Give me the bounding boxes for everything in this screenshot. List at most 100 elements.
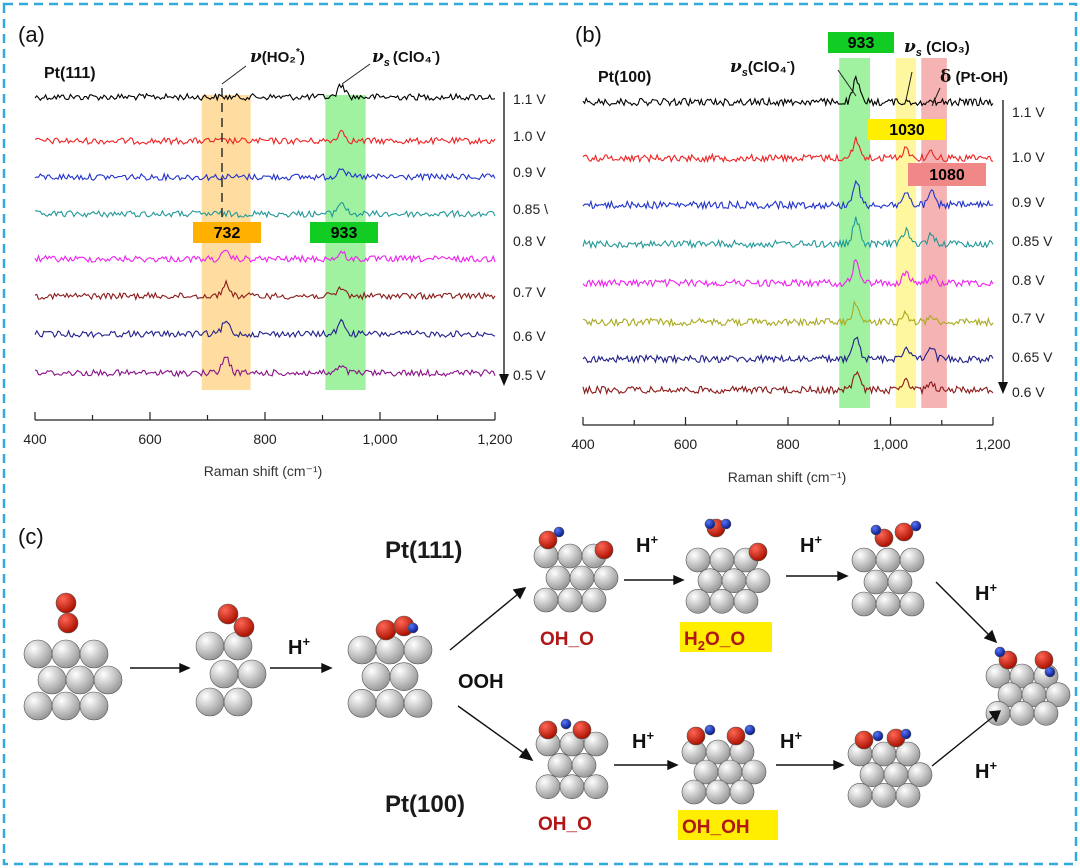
panel-b-badge-933: 933 <box>848 35 875 52</box>
panel-b-voltage-label: 0.85 V <box>1012 233 1053 249</box>
pt-atom <box>79 691 109 721</box>
arrow-to-pt100 <box>457 705 526 755</box>
pt-atom <box>709 547 735 573</box>
pt-atom <box>347 689 377 718</box>
panel-b-trace-0p65V <box>582 336 994 365</box>
species-bottom-oh-oh-highlight <box>678 810 778 840</box>
oxygen-atom <box>55 592 77 614</box>
arrow-bottom-1-head <box>667 759 679 771</box>
panel-a-trace-0p8V <box>34 249 496 264</box>
pt-atom <box>851 591 877 617</box>
panel-a-voltage-label: 0.85 \ <box>513 201 548 217</box>
panel-a-voltage-label: 0.5 V <box>513 367 546 383</box>
oxygen-atom <box>894 522 914 542</box>
panel-a-voltage-label: 0.8 V <box>513 233 546 249</box>
panel-a-x-axis-label: Raman shift (cm⁻¹) <box>204 463 323 479</box>
pt-atom <box>581 587 607 613</box>
panel-b-tick-label-400: 400 <box>571 436 595 452</box>
panel-b-voltage-label: 0.8 V <box>1012 272 1045 288</box>
panel-b-voltage-label: 1.1 V <box>1012 104 1045 120</box>
panel-b-trace-0p6V <box>582 370 994 396</box>
hplus-top-2: H+ <box>800 532 822 557</box>
panel-a-ho2-annotation: ν(HO₂*) <box>250 47 305 67</box>
panel-b-label: (b) <box>575 22 602 47</box>
panel-a-trace-0p6V <box>34 318 496 339</box>
panel-b-trace-0p9V <box>582 179 994 211</box>
panel-a-tick-label-400: 400 <box>23 431 47 447</box>
arrow-step2-head <box>321 662 333 674</box>
panel-a-tick-label-800: 800 <box>253 431 277 447</box>
panel-a-traces <box>34 83 496 378</box>
panel-b-clo3-annotation: νs (ClO₃) <box>904 37 970 59</box>
panel-a-tick-label-1200: 1,200 <box>477 431 512 447</box>
panel-c: (c) Pt(111) Pt(100) OOH <box>18 518 1071 840</box>
oxygen-atom <box>594 540 614 560</box>
pt-atom <box>745 568 771 593</box>
pt-atom <box>557 543 583 569</box>
pt-atom <box>195 687 225 717</box>
panel-b-trace-1p0V <box>582 136 994 164</box>
hydrogen-atom <box>720 518 732 530</box>
hplus-top-3: H+ <box>975 580 997 605</box>
hplus-top-1: H+ <box>636 532 658 557</box>
pt-atom <box>545 565 571 591</box>
panel-a-trace-0p7V <box>34 279 496 301</box>
pt-atom <box>907 762 933 787</box>
pt-atom <box>37 665 67 695</box>
pt-atom <box>899 547 925 573</box>
pt-atom <box>557 587 583 613</box>
arrow-bottom-2-head <box>833 759 845 771</box>
species-top-oh-o: OH_O <box>540 629 594 650</box>
panel-b-trace-0p7V <box>582 299 994 328</box>
arrow-to-pt100-head <box>518 747 534 762</box>
hplus-bottom-3: H+ <box>975 758 997 783</box>
hydrogen-atom <box>560 718 572 730</box>
oxygen-atom <box>726 726 746 746</box>
pt-atom <box>389 662 419 691</box>
panel-c-label: (c) <box>18 524 44 549</box>
hydrogen-atom <box>872 730 884 742</box>
panel-b-traces <box>582 74 994 396</box>
hydrogen-atom <box>900 728 912 740</box>
pt-atom <box>697 568 723 593</box>
oxygen-atom <box>538 530 558 550</box>
pt-atom <box>23 639 53 669</box>
arrow-bottom-3 <box>931 715 995 767</box>
panel-b-ptoh-leader <box>931 87 941 107</box>
panel-a-badge-933: 933 <box>331 225 358 242</box>
arrow-top-3 <box>935 581 991 637</box>
panel-a-trace-0p9V <box>34 168 496 182</box>
pt-atom <box>583 774 609 799</box>
pt-atom <box>1045 682 1071 707</box>
pt-atom <box>547 753 573 778</box>
panel-b-badge-1080: 1080 <box>929 167 965 184</box>
panel-b-band-933 <box>839 58 870 408</box>
panel-a-label: (a) <box>18 22 45 47</box>
panel-b-badge-1080-bg <box>908 163 986 186</box>
hydrogen-atom <box>994 646 1006 658</box>
panel-b-band-1080 <box>921 58 947 408</box>
panel-a-trace-1p1V <box>34 83 496 102</box>
pt-atom <box>375 689 405 718</box>
pt-atom <box>729 779 755 805</box>
pt-atom <box>347 635 377 665</box>
pt-atom <box>559 774 585 799</box>
panel-a-badge-732: 732 <box>214 225 241 242</box>
scheme-pt100-label: Pt(100) <box>385 791 465 818</box>
pt-atom <box>875 591 901 617</box>
panel-b-badge-933-bg <box>828 32 894 53</box>
hplus-bottom-1: H+ <box>632 728 654 753</box>
panel-b-trace-0p8V <box>582 259 994 289</box>
pt-atom <box>895 741 921 767</box>
oxygen-atom <box>57 612 79 634</box>
oxygen-atom <box>375 619 397 641</box>
panel-b-tick-label-600: 600 <box>674 436 698 452</box>
panel-a-x-axis: 400 600 800 1,000 1,200 <box>23 412 513 447</box>
pt-atom <box>65 665 95 695</box>
arrow-bottom-3-head <box>988 710 1002 723</box>
panel-b-voltage-arrow-head <box>998 382 1008 394</box>
hydrogen-atom <box>704 518 716 530</box>
pt-atom <box>237 659 267 689</box>
panel-a-voltage-label: 0.6 V <box>513 328 546 344</box>
panel-a-trace-0p5V <box>34 356 496 378</box>
